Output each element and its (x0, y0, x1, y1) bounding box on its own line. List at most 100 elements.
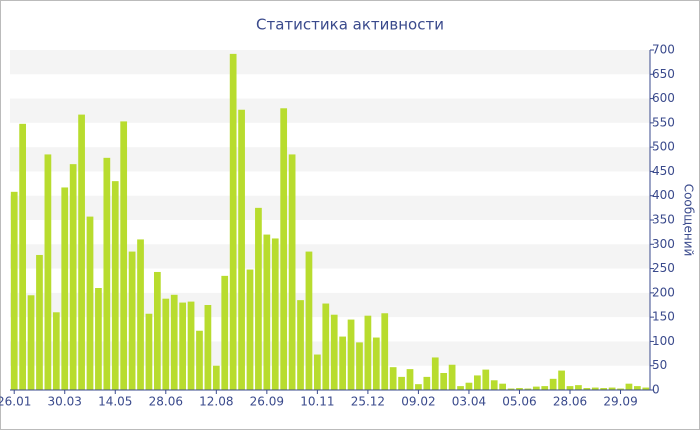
bar (297, 300, 304, 390)
bar (61, 187, 69, 390)
bar (288, 154, 296, 390)
x-tick-label: 28.06 (553, 395, 587, 409)
grid-band (10, 50, 650, 75)
y-tick-label: 700 (652, 43, 675, 57)
bar (78, 114, 85, 390)
x-tick-label: 26.01 (0, 395, 31, 409)
bar (330, 314, 338, 390)
bar (415, 384, 422, 390)
bar (339, 336, 346, 390)
bar (187, 301, 195, 390)
bar (356, 342, 363, 390)
bar (36, 254, 43, 390)
x-tick-label: 14.05 (98, 395, 132, 409)
bar (221, 275, 229, 390)
y-tick-label: 650 (652, 67, 675, 81)
y-tick-label: 200 (652, 285, 675, 299)
bar (558, 370, 565, 390)
bar (617, 388, 624, 390)
bar (162, 298, 170, 390)
bar (389, 367, 397, 390)
bar (280, 108, 288, 391)
x-tick-label: 09.02 (401, 395, 435, 409)
bar (440, 373, 448, 390)
y-tick-label: 300 (652, 237, 675, 251)
bar (263, 234, 271, 390)
bar (347, 319, 355, 390)
bar (95, 288, 102, 390)
bar (179, 302, 186, 390)
bar (490, 380, 498, 390)
bar (406, 369, 414, 390)
bar (516, 388, 523, 390)
bar (634, 386, 641, 390)
x-tick-label: 12.08 (199, 395, 233, 409)
bar (457, 386, 464, 390)
bar (482, 369, 490, 390)
x-tick-label: 28.06 (149, 395, 183, 409)
bar (19, 123, 26, 390)
bar (120, 121, 128, 391)
chart-title: Статистика активности (256, 16, 444, 34)
bar (52, 312, 60, 390)
x-tick-label: 30.03 (48, 395, 82, 409)
bar (465, 382, 473, 390)
bar (549, 378, 557, 390)
y-tick-label: 100 (652, 334, 675, 348)
bar (128, 251, 136, 390)
bar (322, 303, 330, 390)
bar (44, 154, 52, 390)
bar (137, 239, 144, 390)
bar (69, 164, 77, 390)
y-axis-title: Сообщений (682, 184, 696, 257)
bar (145, 313, 153, 390)
bar (255, 207, 262, 390)
bar (583, 388, 591, 390)
bar (532, 386, 540, 390)
x-tick-label: 26.09 (250, 395, 284, 409)
y-tick-label: 400 (652, 188, 675, 202)
bar (474, 375, 481, 390)
bar (86, 216, 94, 390)
x-tick-label: 05.06 (502, 395, 536, 409)
bar (566, 386, 574, 390)
bar (314, 354, 321, 390)
y-tick-label: 250 (652, 261, 675, 275)
y-tick-label: 550 (652, 115, 675, 129)
y-tick-label: 450 (652, 164, 675, 178)
bar (10, 191, 18, 390)
bar (364, 315, 372, 390)
bar (212, 365, 220, 390)
bar (600, 388, 608, 390)
bar (642, 387, 650, 390)
x-tick-label: 29.09 (603, 395, 637, 409)
bar (372, 337, 380, 390)
bar (625, 383, 633, 390)
bar (499, 383, 506, 390)
bar (238, 109, 245, 390)
grid-band (10, 147, 650, 172)
bar (271, 238, 279, 390)
bar (541, 386, 549, 390)
bar (524, 388, 532, 390)
x-tick-label: 25.12 (351, 395, 385, 409)
y-tick-label: 150 (652, 310, 675, 324)
bar (431, 357, 439, 390)
bar (507, 388, 515, 390)
bar (27, 295, 35, 390)
bar (103, 157, 111, 390)
y-tick-label: 600 (652, 91, 675, 105)
y-tick-label: 50 (652, 358, 667, 372)
y-tick-label: 500 (652, 140, 675, 154)
bar (423, 376, 431, 390)
bar (305, 251, 313, 390)
bar (381, 313, 389, 390)
y-tick-label: 350 (652, 213, 675, 227)
x-tick-label: 03.04 (452, 395, 486, 409)
bar (154, 271, 161, 390)
bar (204, 305, 212, 390)
grid-band (10, 98, 650, 123)
bar (170, 294, 178, 390)
bar (196, 330, 203, 390)
